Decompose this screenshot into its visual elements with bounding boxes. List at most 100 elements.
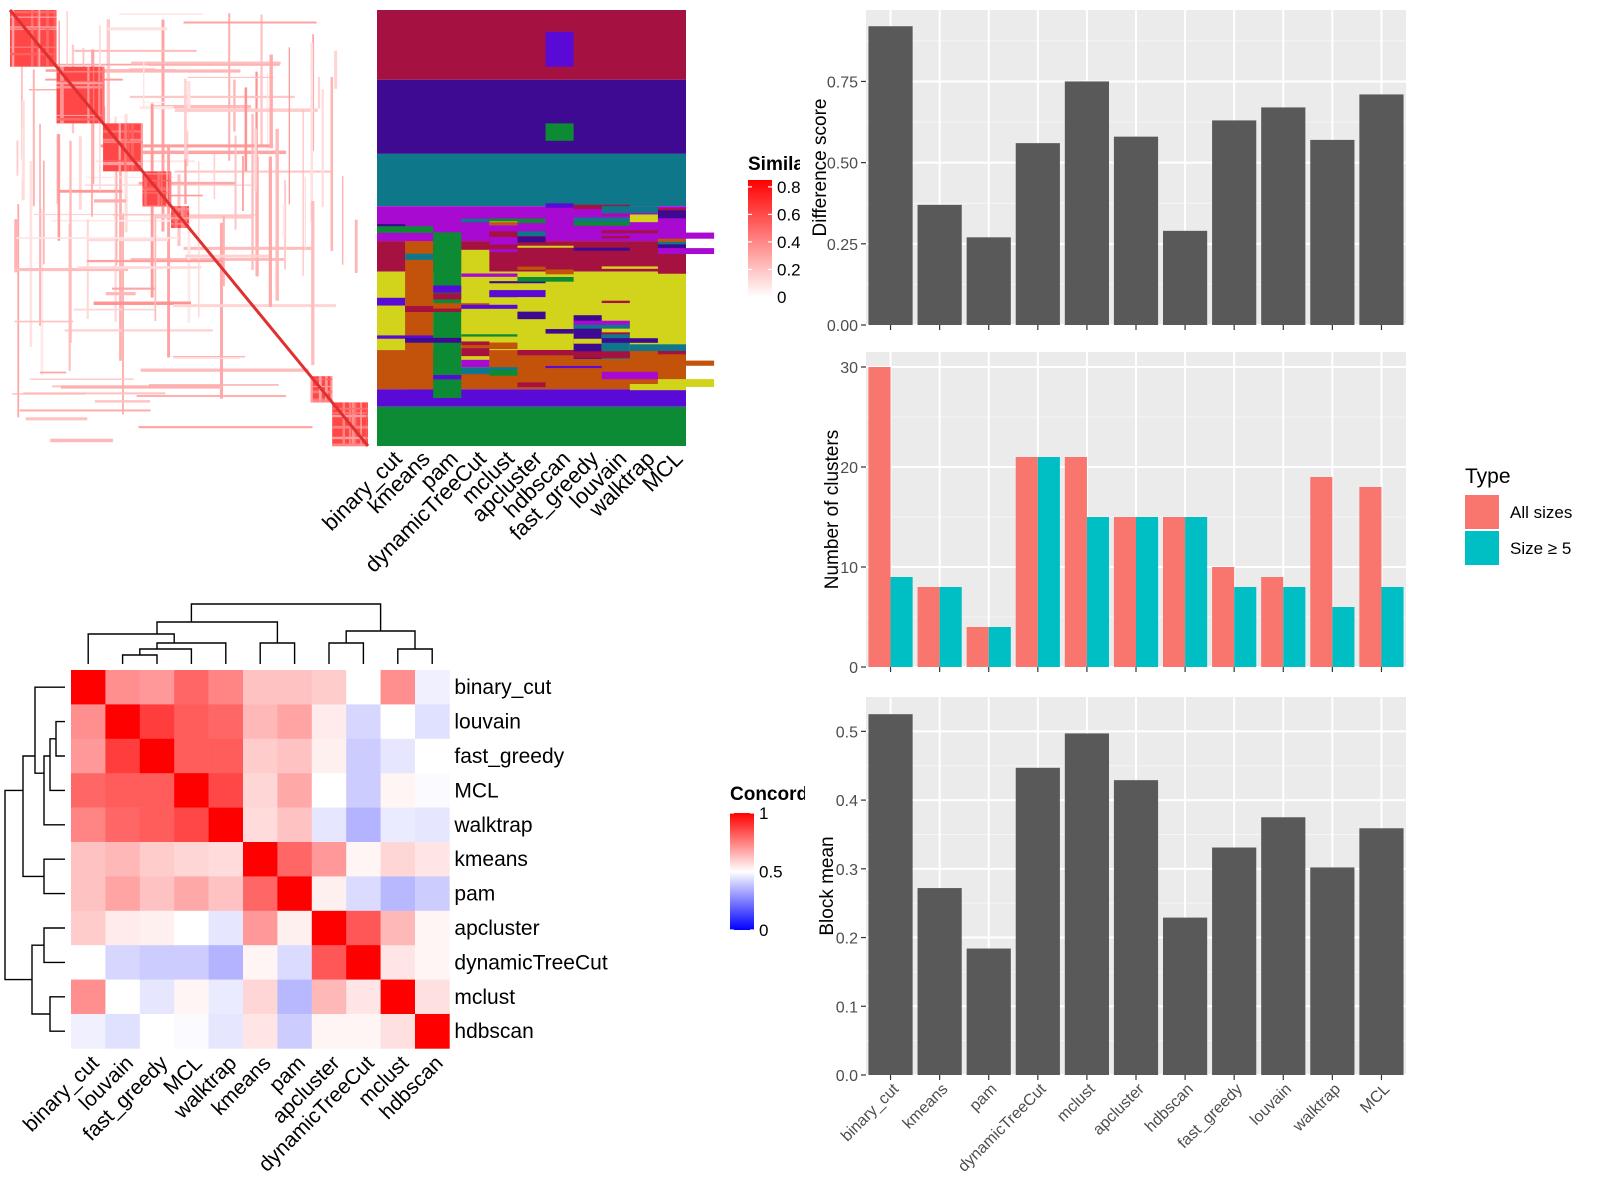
assignment-stripe [573,323,630,329]
assignment-stripe [489,218,546,224]
similarity-block-texture [103,141,143,144]
similarity-block-texture [101,66,105,124]
assignment-stripe [545,269,574,275]
bar [1212,120,1257,325]
concordance-column-dendrogram-branch [328,642,365,664]
concordance-cell [243,670,278,705]
similarity-block-texture [142,173,172,175]
assignment-stripe [517,236,546,243]
assignment-stripe [657,360,715,366]
similarity-row-streak [85,176,175,178]
similarity-block-texture [118,123,121,172]
bar [1261,577,1284,667]
similarity-block-texture [11,10,15,67]
concordance-cell [208,738,244,774]
similarity-col-streak [255,156,259,277]
concordance-cell [243,876,278,912]
similarity-row-streak [19,409,151,412]
similarity-block-texture [365,402,368,446]
similarity-row-streak [88,238,169,242]
concordance-cell [311,738,347,774]
similarity-block-texture [93,66,95,124]
legend-key-all-sizes [1465,495,1499,529]
assignment-stripe [629,344,686,351]
similarity-block-texture [56,85,104,89]
similarity-row-streak [173,357,240,359]
similarity-row-streak [14,268,129,272]
concordance-cell [346,704,381,740]
concordance-cell [208,704,244,740]
concordance-column-dendrogram-branch [87,633,175,664]
legend-key-size-ge-5 [1465,531,1499,565]
concordance-row-label: louvain [454,711,521,734]
similarity-col-streak [78,136,82,210]
similarity-col-streak [187,81,191,113]
similarity-col-streak [242,156,244,211]
assignment-stripe [657,208,686,212]
concordance-cell [311,842,347,877]
y-axis-label: 20 [840,460,858,477]
concordance-cell [139,670,175,705]
assignment-segment [489,271,518,324]
y-axis-label: 0.25 [827,237,858,254]
similarity-block-texture [56,118,104,121]
similarity-col-streak [233,79,236,132]
similarity-row-streak [129,67,156,70]
concordance-cell [139,738,175,774]
assignment-stripe [657,248,715,255]
concordance-row-dendrogram-branch [43,755,65,826]
concordance-cell [71,910,106,946]
assignment-cells [377,10,715,446]
assignment-stripe [489,290,546,298]
concordance-cell [174,704,209,740]
assignment-stripe [657,232,715,239]
assignment-band [377,153,686,207]
similarity-row-streak [74,49,197,52]
concordance-cell [105,876,141,912]
assignment-stripe [461,348,490,357]
concordance-cell [208,910,244,946]
concordance-cell [415,773,450,808]
assignment-stripe [601,332,630,335]
assignment-stripe [601,371,658,380]
similarity-row-streak [139,106,174,110]
concordance-cell [380,945,416,980]
concordance-legend-ticks: 10.50 [730,804,783,940]
similarity-row-streak [29,378,134,380]
concordance-column-dendrogram-branch [397,648,433,664]
bar [1359,94,1404,326]
assignment-stripe [657,348,686,355]
concordance-row-dendrogram [4,686,65,1032]
assignment-stripe [489,222,518,225]
similarity-col-streak [14,219,18,273]
concordance-cell [208,945,244,980]
y-axis-label: 0.5 [836,724,858,741]
concordance-cell [139,979,175,1015]
similarity-col-streak [184,78,187,160]
similarity-col-streak [251,113,254,271]
similarity-row-streak [172,355,246,358]
assignment-stripe [377,226,434,233]
concordance-cell [105,773,141,808]
similarity-block-texture [103,159,143,162]
bar [1212,567,1235,667]
concordance-column-dendrogram-branch [259,642,296,664]
similarity-heatmap [8,9,370,447]
assignment-stripe [573,338,602,344]
concordance-row-dendrogram-branch [43,927,65,964]
concordance-cell [139,876,175,912]
assignment-stripe [601,230,658,234]
cluster-assignment-heatmap: binary_cutkmeanspamdynamicTreeCutmclusta… [317,10,715,577]
bar [1015,767,1060,1075]
concordance-cell [243,738,278,774]
similarity-row-streak [51,219,193,222]
similarity-row-streak [25,417,88,421]
similarity-col-streak [311,201,315,366]
similarity-row-streak [112,287,155,290]
assignment-stripe [545,329,574,334]
concordance-cell [243,842,278,877]
concordance-cell [277,738,313,774]
concordance-cell [346,979,381,1015]
y-axis-label: 10 [840,560,858,577]
concordance-cell [346,670,381,705]
